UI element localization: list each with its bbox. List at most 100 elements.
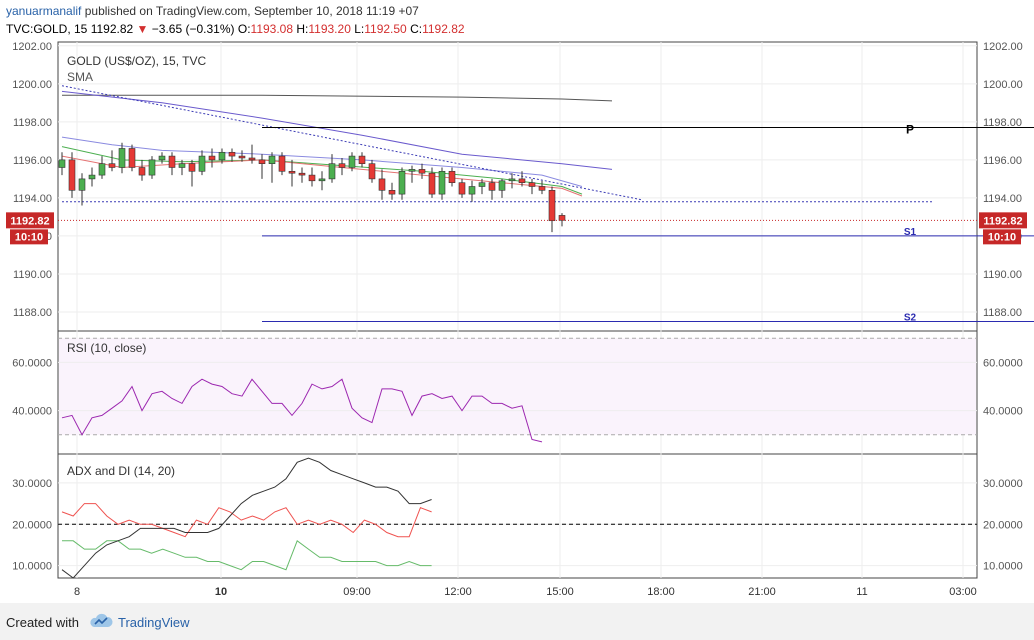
price-tick-label-right: 1202.00 bbox=[983, 41, 1023, 53]
footer: Created with TradingView bbox=[0, 603, 1034, 640]
candle-body bbox=[468, 186, 476, 195]
x-tick-label: 11 bbox=[856, 586, 867, 598]
symbol-label[interactable]: TVC:GOLD, 15 bbox=[6, 22, 88, 36]
adx-tick-label-left: 20.0000 bbox=[12, 519, 52, 531]
x-tick-label: 15:00 bbox=[546, 586, 574, 598]
candle-body bbox=[428, 172, 436, 195]
countdown-badge-left bbox=[10, 229, 48, 245]
candle-body bbox=[448, 170, 456, 183]
rsi-tick-label-left: 40.0000 bbox=[12, 406, 52, 418]
candle-body bbox=[488, 182, 496, 191]
di-minus-line bbox=[61, 503, 432, 538]
x-tick-label: 12:00 bbox=[444, 586, 472, 598]
adx-label: ADX and DI (14, 20) bbox=[67, 464, 175, 478]
candle-body bbox=[258, 159, 266, 164]
x-tick-label: 03:00 bbox=[949, 586, 977, 598]
rsi-tick-label-right: 60.0000 bbox=[983, 357, 1023, 369]
x-tick-label: 10 bbox=[215, 586, 227, 598]
adx-line bbox=[61, 457, 432, 579]
rsi-line bbox=[61, 378, 543, 443]
last-price: 1192.82 bbox=[90, 22, 134, 36]
candle-body bbox=[88, 174, 96, 180]
chart-frame bbox=[57, 41, 978, 579]
candle-body bbox=[368, 163, 376, 180]
pivot-label-s1: S1 bbox=[904, 227, 917, 238]
candle-body bbox=[298, 172, 306, 176]
sma-line bbox=[61, 90, 613, 170]
pivot-label-s2: S2 bbox=[904, 312, 917, 323]
candle-body bbox=[128, 148, 136, 168]
sma-line bbox=[61, 136, 583, 187]
candle-body bbox=[188, 163, 196, 172]
rsi-tick-label-left: 60.0000 bbox=[12, 357, 52, 369]
di-plus-line bbox=[62, 540, 432, 571]
candle-body bbox=[338, 163, 346, 168]
adx-tick-label-left: 10.0000 bbox=[12, 561, 52, 573]
candle-body bbox=[148, 159, 156, 176]
low-value: 1192.50 bbox=[364, 22, 407, 36]
candle-body bbox=[508, 178, 516, 182]
candle-body bbox=[68, 159, 76, 191]
countdown-badge-right bbox=[983, 229, 1021, 245]
price-tick-label-right: 1200.00 bbox=[983, 79, 1023, 91]
candle-body bbox=[208, 155, 216, 161]
price-tick-label-left: 1190.00 bbox=[13, 269, 52, 281]
symbol-line: TVC:GOLD, 15 1192.82 ▼ −3.65 (−0.31%) O:… bbox=[6, 22, 465, 36]
candle-body bbox=[138, 167, 146, 176]
candle-body bbox=[418, 169, 426, 174]
candle-body bbox=[558, 215, 566, 221]
x-tick-label: 21:00 bbox=[748, 586, 776, 598]
price-tick-label-left: 1188.00 bbox=[13, 307, 52, 319]
adx-tick-label-left: 30.0000 bbox=[12, 478, 52, 490]
adx-tick-label-right: 10.0000 bbox=[983, 561, 1023, 573]
price-tick-label-left: 1194.00 bbox=[13, 193, 52, 205]
last-price-label-right: 1192.82 bbox=[983, 215, 1022, 227]
open-label: O: bbox=[237, 22, 251, 36]
candle-body bbox=[98, 163, 106, 176]
author-link[interactable]: yanuarmanalif bbox=[6, 4, 82, 18]
sma-label: SMA bbox=[67, 70, 93, 84]
low-label: L: bbox=[354, 22, 365, 36]
countdown-label-right: 10:10 bbox=[988, 231, 1016, 243]
candle-body bbox=[398, 170, 406, 195]
candle-body bbox=[538, 186, 546, 191]
last-price-badge-left bbox=[6, 212, 54, 229]
candle-body bbox=[248, 157, 256, 161]
price-tick-label-right: 1194.00 bbox=[983, 193, 1022, 205]
publish-info: published on TradingView.com, September … bbox=[84, 4, 419, 18]
candle-body bbox=[358, 155, 366, 164]
trend-line bbox=[61, 85, 643, 201]
candle-body bbox=[158, 155, 166, 161]
x-tick-label: 8 bbox=[74, 586, 80, 598]
candle-body bbox=[518, 178, 526, 183]
candle-body bbox=[528, 182, 536, 187]
pivot-label-p: P bbox=[906, 123, 914, 137]
candle-body bbox=[198, 155, 206, 172]
last-price-label-left: 1192.82 bbox=[10, 215, 49, 227]
candle-body bbox=[458, 182, 466, 195]
rsi-band-fill bbox=[59, 338, 976, 435]
candle-body bbox=[218, 151, 226, 161]
candle-body bbox=[478, 182, 486, 187]
high-value: 1193.20 bbox=[308, 22, 351, 36]
close-label: C: bbox=[410, 22, 423, 36]
created-with-text: Created with bbox=[6, 615, 79, 630]
chart-title: GOLD (US$/OZ), 15, TVC bbox=[67, 54, 206, 68]
candle-body bbox=[108, 163, 116, 168]
rsi-label: RSI (10, close) bbox=[67, 341, 146, 355]
candle-body bbox=[318, 178, 326, 182]
chart-area[interactable]: 8 10 09:00 12:00 15:00 18:00 21:00 11 03:00 1202.… bbox=[0, 40, 1034, 603]
candle-body bbox=[388, 190, 396, 195]
price-tick-label-left: 1196.00 bbox=[13, 155, 52, 167]
price-tick-label-left: 1200.00 bbox=[12, 79, 52, 91]
price-tick-label-right: 1190.00 bbox=[983, 269, 1022, 281]
countdown-label-left: 10:10 bbox=[15, 231, 43, 243]
adx-tick-label-right: 30.0000 bbox=[983, 478, 1023, 490]
candle-body bbox=[288, 170, 296, 174]
sma-line bbox=[62, 94, 613, 102]
candle-body bbox=[78, 178, 86, 191]
chart-header: yanuarmanalif published on TradingView.c… bbox=[0, 0, 1034, 40]
tradingview-brand-link[interactable]: TradingView bbox=[118, 615, 190, 630]
candle-body bbox=[498, 180, 506, 191]
price-tick-label-right: 1198.00 bbox=[983, 117, 1022, 129]
